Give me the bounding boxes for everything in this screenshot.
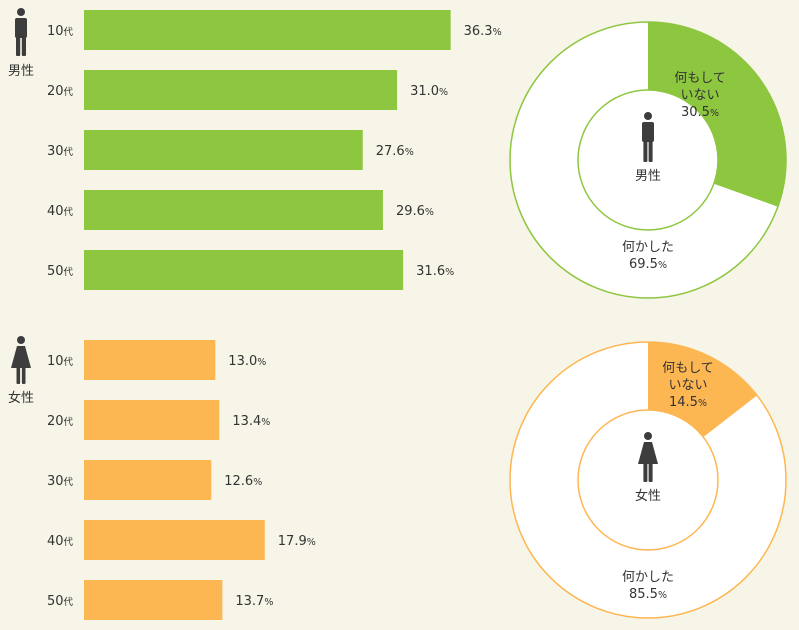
bar: [84, 250, 404, 290]
donut-center-label: 女性: [635, 488, 661, 504]
male-figure-icon: [642, 112, 654, 162]
age-tick-label: 50代: [47, 264, 74, 279]
age-tick-label: 40代: [47, 204, 74, 219]
donut-inner-ring: [577, 409, 719, 551]
bar-value-label: 27.6%: [376, 144, 414, 159]
bar-value-label: 31.0%: [410, 84, 448, 99]
bar-value-label: 12.6%: [224, 474, 262, 489]
male-figure-icon: [15, 8, 27, 56]
female-figure-icon: [11, 336, 31, 384]
age-tick-label: 10代: [47, 354, 74, 369]
bar-value-label: 31.6%: [416, 264, 454, 279]
bar: [84, 340, 216, 380]
bar-value-label: 13.0%: [228, 354, 266, 369]
age-tick-label: 10代: [47, 24, 74, 39]
bar-group-male: 10代 36.3% 20代 31.0% 30代 27.6% 40代 29.6% 50代 31.6%: [47, 10, 502, 290]
donut-inner-ring: [577, 89, 719, 231]
female-figure-icon: [638, 432, 658, 482]
bar-value-label: 17.9%: [278, 534, 316, 549]
donut-male: 男性 何もしていない 30.5% 何かした 69.5%: [509, 21, 787, 299]
donut-slice-label: 何もしていない 14.5%: [662, 360, 714, 410]
age-tick-label: 40代: [47, 534, 74, 549]
age-tick-label: 50代: [47, 594, 74, 609]
bar: [84, 580, 223, 620]
age-tick-label: 20代: [47, 84, 74, 99]
bar: [84, 460, 212, 500]
bar: [84, 190, 383, 230]
bar-value-label: 29.6%: [396, 204, 434, 219]
donut-center-label: 男性: [635, 169, 661, 184]
bar-value-label: 36.3%: [464, 24, 502, 39]
bar: [84, 130, 363, 170]
donut-slice: [648, 342, 758, 438]
bar: [84, 400, 220, 440]
age-tick-label: 20代: [47, 414, 74, 429]
age-tick-label: 30代: [47, 474, 74, 489]
bar: [84, 70, 398, 110]
male-group-label: 男性: [8, 64, 34, 79]
donut-slice-label: 何もしていない 30.5%: [674, 70, 726, 120]
donut-slice-label: 何かした 85.5%: [622, 569, 674, 602]
bar: [84, 520, 265, 560]
female-group-label: 女性: [8, 390, 34, 406]
bar-value-label: 13.4%: [232, 414, 270, 429]
bar-group-female: 10代 13.0% 20代 13.4% 30代 12.6% 40代 17.9% 50代 13.7%: [47, 340, 316, 620]
donut-female: 女性 何もしていない 14.5% 何かした 85.5%: [509, 341, 787, 619]
bar: [84, 10, 451, 50]
bar-value-label: 13.7%: [235, 594, 273, 609]
age-tick-label: 30代: [47, 144, 74, 159]
donut-slice-label: 何かした 69.5%: [622, 239, 674, 272]
donut-slice: [648, 22, 786, 207]
